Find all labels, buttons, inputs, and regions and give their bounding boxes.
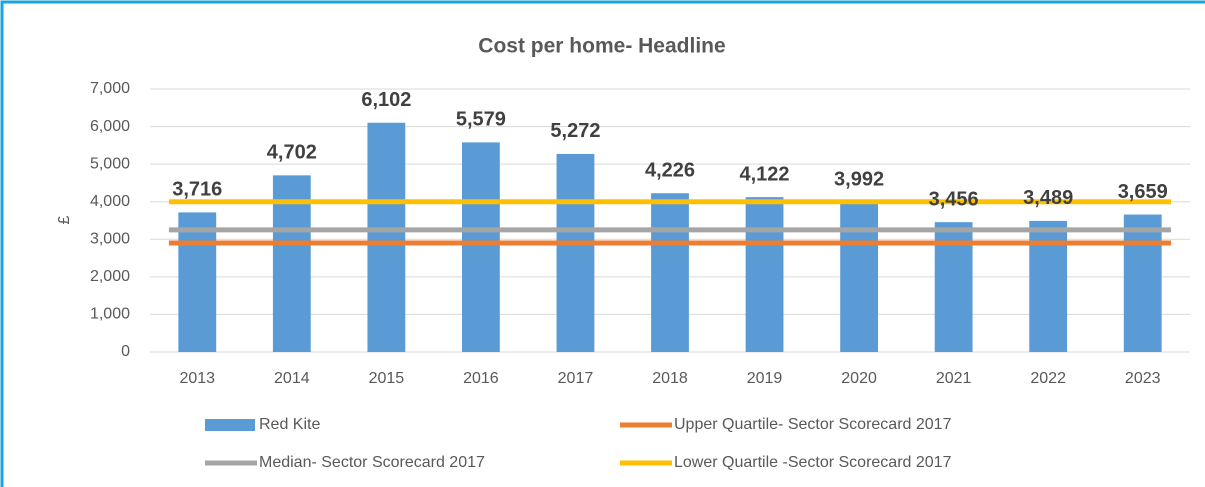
y-axis-label: £ (56, 215, 73, 224)
x-tick-label: 2013 (179, 370, 215, 387)
data-label: 5,272 (550, 120, 600, 142)
legend-label: Lower Quartile -Sector Scorecard 2017 (674, 454, 952, 471)
data-label: 4,226 (645, 160, 695, 182)
bar (1123, 214, 1162, 352)
bar (367, 122, 406, 353)
bar (462, 142, 500, 352)
y-tick-label: 6,000 (90, 118, 130, 135)
x-tick-label: 2022 (1030, 370, 1066, 387)
data-label: 3,456 (929, 188, 979, 210)
bar (556, 153, 595, 352)
x-tick-label: 2016 (463, 370, 499, 387)
data-label: 4,122 (740, 163, 790, 185)
legend-label: Median- Sector Scorecard 2017 (259, 454, 485, 471)
data-label: 6,102 (361, 89, 411, 111)
bar (651, 193, 689, 352)
legend-label: Upper Quartile- Sector Scorecard 2017 (674, 416, 952, 433)
y-tick-label: 2,000 (90, 268, 130, 285)
y-tick-label: 5,000 (90, 155, 130, 172)
x-tick-label: 2014 (274, 370, 310, 387)
y-tick-label: 0 (121, 343, 130, 360)
chart-title: Cost per home- Headline (478, 35, 725, 58)
x-tick-label: 2018 (652, 370, 688, 387)
data-label: 5,579 (456, 109, 506, 131)
bar (272, 175, 311, 352)
x-tick-label: 2017 (558, 370, 594, 387)
x-tick-label: 2021 (936, 370, 972, 387)
bar (745, 197, 784, 352)
x-tick-label: 2020 (841, 370, 877, 387)
data-label: 3,992 (834, 168, 884, 190)
y-tick-label: 1,000 (90, 306, 130, 323)
data-label: 4,702 (267, 142, 317, 164)
legend-swatch (205, 419, 255, 431)
y-tick-label: 4,000 (90, 193, 130, 210)
y-tick-label: 3,000 (90, 231, 130, 248)
y-tick-label: 7,000 (90, 80, 130, 97)
data-label: 3,489 (1023, 187, 1073, 209)
bar (840, 202, 878, 352)
data-label: 3,659 (1118, 181, 1168, 203)
data-label: 3,716 (172, 179, 222, 201)
x-tick-label: 2019 (747, 370, 783, 387)
x-tick-label: 2015 (369, 370, 405, 387)
x-tick-label: 2023 (1125, 370, 1161, 387)
legend-label: Red Kite (259, 416, 320, 433)
bar (178, 212, 217, 352)
